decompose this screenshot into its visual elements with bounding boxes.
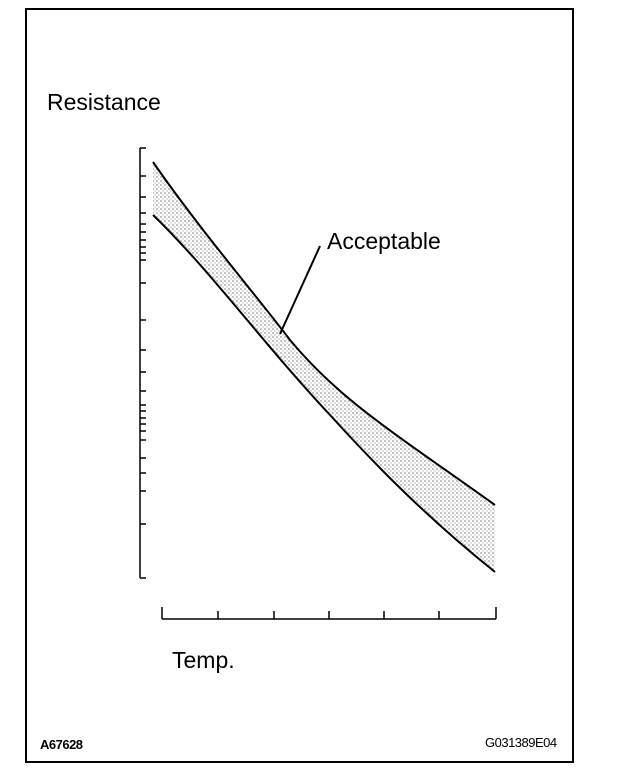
x-axis (161, 607, 497, 620)
lower-limit-curve (152, 214, 496, 573)
y-axis-label: Resistance (47, 89, 161, 115)
figure-frame (25, 8, 574, 763)
upper-limit-curve (152, 161, 496, 506)
acceptable-band (153, 162, 495, 572)
figure-code-right: G031389E04 (485, 735, 557, 750)
x-axis-label: Temp. (172, 647, 235, 673)
figure-code-left: A67628 (40, 737, 83, 752)
y-axis (139, 147, 146, 579)
acceptable-leader-line (279, 245, 321, 335)
acceptable-label: Acceptable (327, 228, 441, 254)
